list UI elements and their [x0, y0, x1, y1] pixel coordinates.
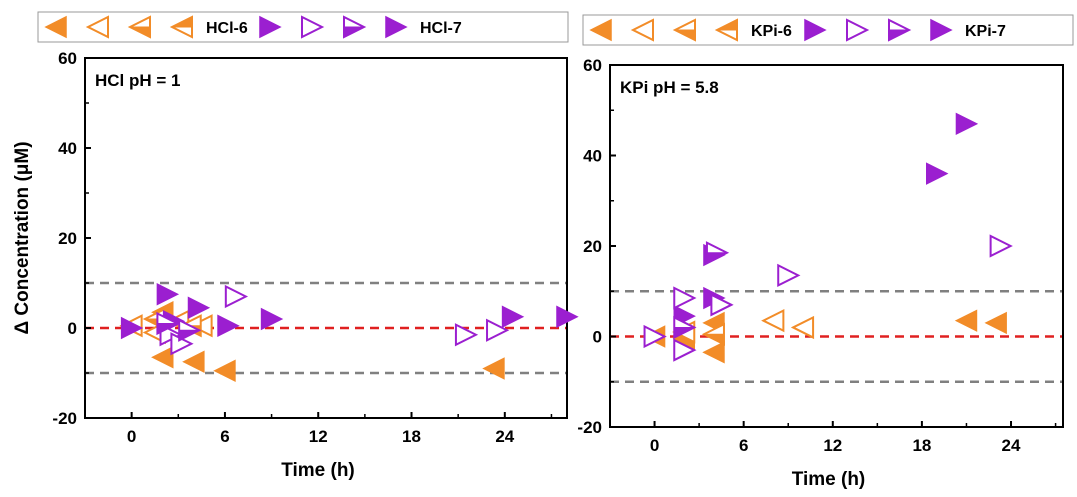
- data-point-s1-5: [213, 359, 236, 382]
- chart-panel-2: KPi-6 KPi-7 -20 0 20 40 60 0 6 12 18 24 Time (h) KPi …: [577, 14, 1074, 490]
- x-tick-label: 24: [1002, 436, 1021, 455]
- data-point-s1-3: [151, 346, 174, 369]
- data-point-s2-3: [790, 315, 815, 340]
- data-point-s4-5: [955, 112, 979, 136]
- y-tick-label: 20: [58, 229, 77, 248]
- x-tick-label: 12: [823, 436, 842, 455]
- legend-marker-5: [259, 15, 282, 39]
- legend-marker-7: [343, 15, 367, 39]
- y-tick-label: 0: [68, 319, 77, 338]
- panel-annotation: HCl pH = 1: [95, 71, 181, 90]
- y-tick-label: 20: [583, 237, 602, 256]
- legend-marker-1: [589, 18, 612, 42]
- data-point-s6-2: [178, 318, 202, 342]
- legend-marker-8: [930, 18, 953, 42]
- data-point-s5-1: [643, 324, 667, 349]
- x-tick-label: 0: [127, 427, 136, 446]
- data-point-s4-2: [156, 283, 180, 306]
- chart-panel-1: HCl-6 HCl-7 -20 0 20 40 60 0 6 12 18 24 Time (h) Δ Co…: [12, 11, 579, 481]
- data-point-s5-5: [777, 263, 801, 288]
- legend-marker-3: [672, 18, 696, 42]
- legend-label: KPi-6: [751, 23, 792, 40]
- y-tick-label: -20: [52, 409, 77, 428]
- x-tick-label: 18: [402, 427, 421, 446]
- data-point-s4-7: [501, 305, 525, 328]
- y-tick-label: -20: [577, 418, 602, 437]
- x-tick-label: 18: [912, 436, 931, 455]
- legend-marker-2: [85, 15, 109, 39]
- x-tick-label: 0: [650, 436, 659, 455]
- data-point-s5-6: [989, 234, 1013, 258]
- legend: HCl-6 HCl-7: [37, 11, 569, 43]
- data-point-s2-2: [761, 309, 785, 333]
- legend-marker-1: [44, 15, 67, 39]
- legend-label: HCl-6: [206, 20, 248, 37]
- legend: KPi-6 KPi-7: [582, 14, 1074, 46]
- legend-marker-3: [127, 15, 151, 39]
- panel-annotation: KPi pH = 5.8: [620, 78, 719, 97]
- legend-marker-6: [301, 15, 325, 39]
- data-point-s6-1: [673, 315, 697, 340]
- legend-marker-4: [714, 18, 738, 42]
- data-point-s4-4: [926, 162, 949, 185]
- x-axis-label: Time (h): [281, 460, 355, 481]
- data-point-s4-1: [120, 316, 144, 340]
- x-tick-label: 6: [220, 427, 229, 446]
- legend-marker-4: [169, 15, 193, 39]
- legend-marker-6: [846, 18, 870, 42]
- x-tick-label: 6: [739, 436, 748, 455]
- data-point-s6-1: [156, 311, 180, 336]
- legend-label: HCl-7: [420, 20, 462, 37]
- data-point-s5-3: [673, 338, 697, 362]
- data-point-s4-4: [187, 296, 211, 319]
- data-point-s4-5: [217, 314, 240, 337]
- data-point-s1-6: [482, 357, 505, 380]
- y-tick-label: 60: [583, 56, 602, 75]
- y-axis-label: Δ Concentration (μM): [12, 141, 33, 334]
- legend-label: KPi-7: [965, 23, 1006, 40]
- x-tick-label: 24: [495, 427, 514, 446]
- y-tick-label: 60: [58, 49, 77, 68]
- y-tick-label: 40: [58, 139, 77, 158]
- data-point-s1-6: [984, 311, 1007, 335]
- x-axis-label: Time (h): [792, 469, 866, 490]
- data-point-s5-5: [486, 318, 510, 342]
- data-point-s5-4: [710, 293, 734, 317]
- data-point-s3-1: [701, 322, 725, 346]
- data-point-s5-2: [673, 286, 697, 310]
- data-point-s1-4: [702, 341, 725, 364]
- legend-marker-7: [888, 18, 912, 42]
- data-point-s1-4: [182, 350, 205, 373]
- x-tick-label: 12: [309, 427, 328, 446]
- data-point-s4-6: [260, 307, 284, 331]
- y-tick-label: 0: [593, 328, 602, 347]
- legend-marker-2: [630, 18, 654, 42]
- y-tick-label: 40: [583, 147, 602, 166]
- data-point-s5-3: [224, 284, 249, 309]
- data-point-s5-4: [454, 323, 479, 347]
- legend-marker-5: [804, 18, 827, 42]
- data-point-s1-5: [954, 309, 978, 332]
- legend-marker-8: [385, 15, 408, 39]
- data-point-s4-8: [556, 305, 579, 328]
- data-point-s6-2: [705, 241, 730, 265]
